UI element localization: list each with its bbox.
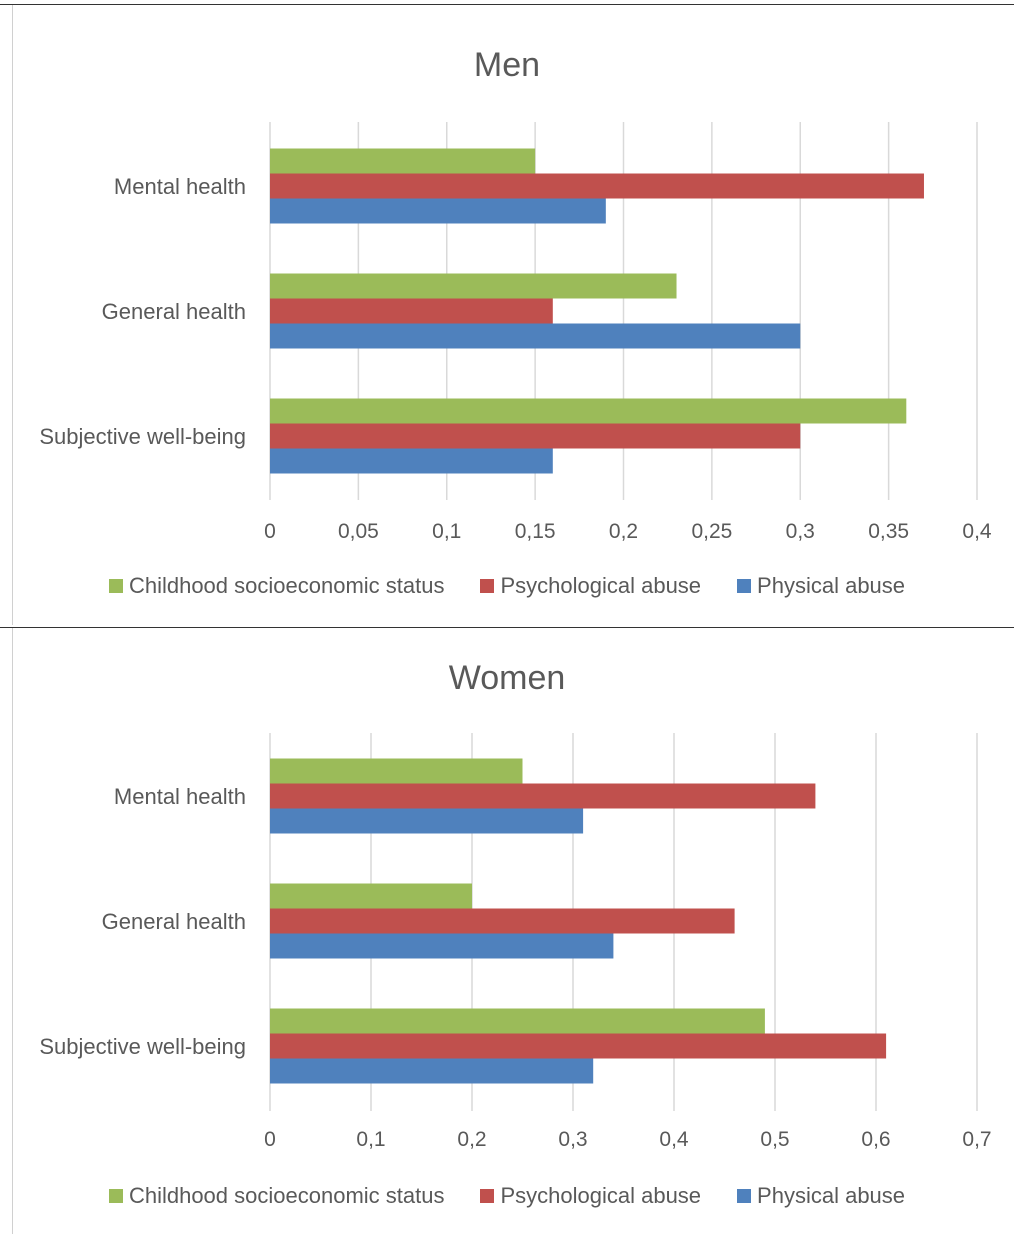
bar — [270, 1033, 887, 1059]
frame-left-border — [12, 628, 13, 1234]
chart-title: Women — [448, 659, 566, 697]
chart-plot-men: 0 0,05 0,1 0,15 0,2 0,25 0,3 0,35 0,4 Mental heal… — [39, 122, 992, 543]
chart-title: Men — [473, 46, 541, 84]
legend-label: Psychological abuse — [500, 573, 702, 598]
legend-label: Physical abuse — [757, 1183, 906, 1208]
chart-women: Women 0 0,1 0,2 0,3 0,4 0,5 0,6 0,7 Mental healt… — [0, 625, 1014, 1234]
bar — [270, 448, 553, 474]
bar — [270, 758, 523, 784]
category-label: Mental health — [114, 784, 246, 809]
bar — [270, 1058, 594, 1084]
legend-item: Childhood socioeconomic status — [108, 1183, 445, 1209]
bar — [270, 298, 553, 324]
bar — [270, 783, 816, 809]
x-tick-label: 0,6 — [861, 1128, 890, 1151]
x-tick-label: 0,35 — [868, 520, 909, 543]
legend-item: Physical abuse — [737, 573, 905, 599]
legend-item: Childhood socioeconomic status — [108, 573, 445, 599]
x-tick-label: 0 — [264, 1128, 276, 1151]
category-label: General health — [102, 299, 246, 324]
x-tick-label: 0,4 — [962, 520, 992, 543]
legend-swatch — [480, 1189, 495, 1203]
frame-divider — [0, 627, 1014, 628]
legend-label: Childhood socioeconomic status — [128, 573, 445, 598]
x-tick-label: 0,7 — [962, 1128, 991, 1151]
frame-left-border — [12, 5, 13, 625]
legend-swatch — [108, 579, 123, 593]
x-tick-label: 0,4 — [659, 1128, 689, 1151]
chart-men: Men 0 0,05 0,1 0,15 0,2 0,25 0,3 0,35 0,4 Mental … — [0, 46, 1014, 599]
x-tick-label: 0,1 — [432, 520, 461, 543]
legend-swatch — [737, 579, 752, 593]
chart-legend: Childhood socioeconomic status Psycholog… — [0, 573, 1014, 599]
bar — [270, 808, 584, 834]
category-label: General health — [102, 909, 246, 934]
bar — [270, 883, 472, 909]
legend-item: Psychological abuse — [480, 1183, 701, 1209]
bar — [270, 173, 924, 199]
bar — [270, 933, 614, 959]
x-tick-label: 0,3 — [558, 1128, 587, 1151]
chart-plot-women: 0 0,1 0,2 0,3 0,4 0,5 0,6 0,7 Mental health Gener… — [39, 733, 992, 1151]
legend-item: Psychological abuse — [480, 573, 701, 599]
legend-swatch — [737, 1189, 752, 1203]
category-label: Mental health — [114, 174, 246, 199]
legend-label: Psychological abuse — [500, 1183, 702, 1208]
legend-label: Physical abuse — [757, 573, 906, 598]
x-tick-label: 0,2 — [457, 1128, 486, 1151]
x-tick-label: 0,5 — [760, 1128, 789, 1151]
bar — [270, 323, 801, 349]
bar — [270, 198, 606, 224]
x-tick-label: 0,05 — [338, 520, 379, 543]
chart-legend: Childhood socioeconomic status Psycholog… — [0, 1183, 1014, 1209]
bar — [270, 423, 801, 449]
bar — [270, 398, 907, 424]
x-tick-label: 0 — [264, 520, 276, 543]
legend-swatch — [108, 1189, 123, 1203]
legend-swatch — [480, 579, 495, 593]
legend-item: Physical abuse — [737, 1183, 905, 1209]
x-tick-label: 0,3 — [786, 520, 815, 543]
frame-top-border — [0, 4, 1014, 5]
legend-label: Childhood socioeconomic status — [128, 1183, 445, 1208]
x-tick-label: 0,2 — [609, 520, 638, 543]
x-tick-label: 0,15 — [515, 520, 556, 543]
category-label: Subjective well-being — [39, 1034, 246, 1059]
bar — [270, 273, 677, 299]
x-tick-label: 0,25 — [691, 520, 732, 543]
bar — [270, 1008, 765, 1034]
category-label: Subjective well-being — [39, 424, 246, 449]
bar — [270, 908, 735, 934]
x-tick-label: 0,1 — [356, 1128, 385, 1151]
bar — [270, 148, 536, 174]
